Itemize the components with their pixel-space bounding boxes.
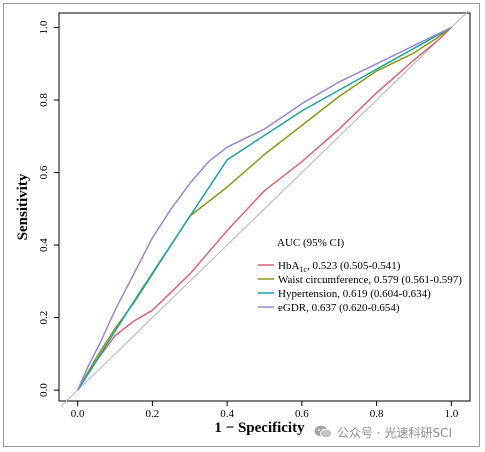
y-tick-label: 0.0 [38,383,50,397]
y-axis-title: Sensitivity [15,173,31,240]
x-tick-label: 0.2 [146,408,160,420]
x-tick-label: 0.4 [220,408,234,420]
y-tick-label: 0.8 [38,93,50,107]
y-tick-label: 0.6 [38,165,50,179]
x-tick-label: 0.6 [295,408,309,420]
axes-layer: 0.0 0.2 0.4 0.6 0.8 1.0 0.0 0.2 0.4 0.6 0.8 1.0 [38,20,459,420]
y-tick-label: 0.2 [38,311,50,325]
series-layer [60,10,469,407]
watermark: 公众号 · 光速科研SCI [314,421,452,443]
roc-line-hba1c [77,26,452,391]
roc-line-hypertension [77,26,452,391]
wechat-icon [314,425,332,439]
x-tick-label: 1.0 [444,408,458,420]
y-tick-label: 0.4 [38,238,50,252]
legend-item-label: HbA1c, 0.523 (0.505-0.541) [278,260,401,274]
legend-title: AUC (95% CI) [277,237,345,249]
plot-area [58,12,471,402]
x-axis-title: 1 − Specificity [214,420,305,436]
legend-item-label: eGDR, 0.637 (0.620-0.654) [278,302,400,314]
roc-line-waist-circumference [77,26,452,391]
watermark-text: 公众号 · 光速科研SCI [337,425,452,440]
roc-line-egdr [77,26,452,391]
reference-diagonal [60,10,469,407]
legend-item-label: Waist circumference, 0.579 (0.561-0.597) [278,274,462,286]
y-tick-label: 1.0 [38,20,50,34]
x-tick-label: 0.8 [370,408,384,420]
legend-item-label: Hypertension, 0.619 (0.604-0.634) [278,288,431,300]
legend: AUC (95% CI) HbA1c, 0.523 (0.505-0.541)W… [258,237,462,314]
x-tick-label: 0.0 [71,408,85,420]
